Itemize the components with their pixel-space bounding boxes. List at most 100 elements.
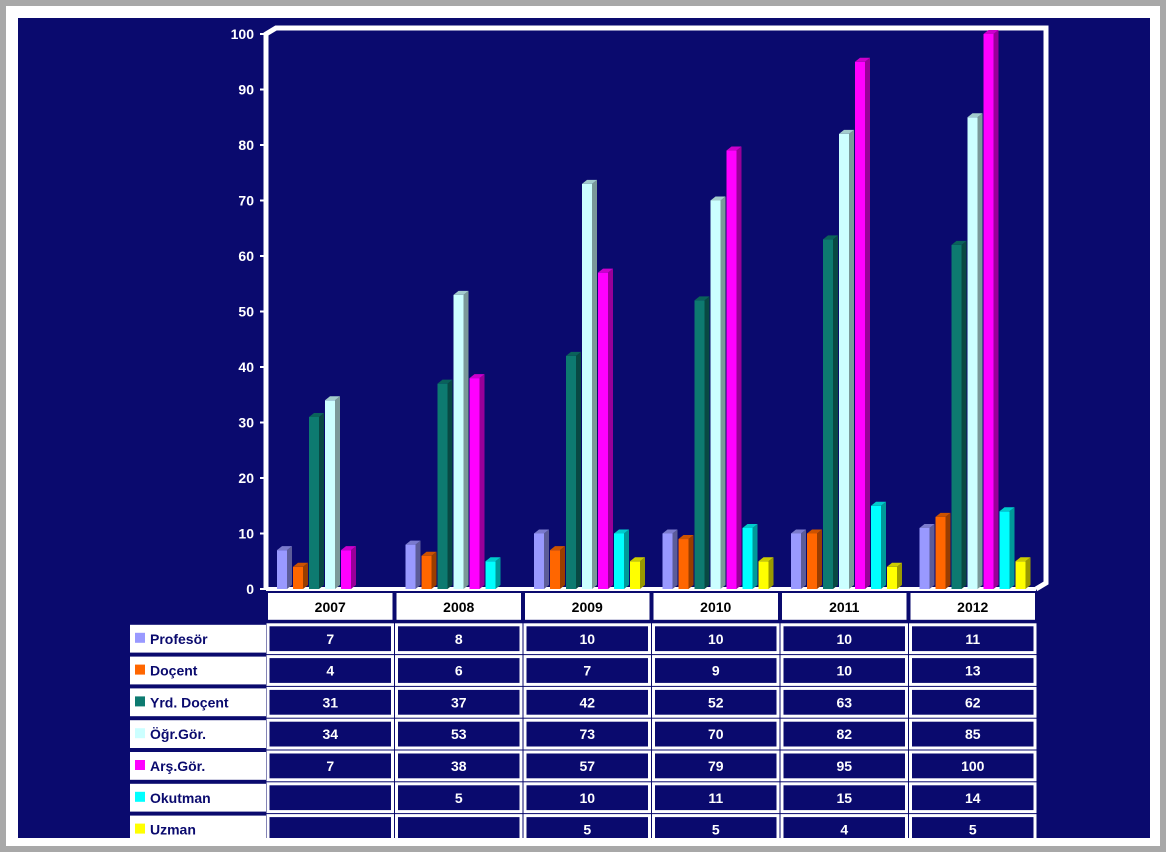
bar bbox=[437, 383, 448, 589]
table-cell bbox=[780, 718, 908, 750]
bar-top bbox=[839, 129, 854, 134]
bar-side bbox=[961, 240, 967, 589]
bar bbox=[935, 516, 946, 589]
bar bbox=[839, 133, 849, 589]
y-tick-label: 0 bbox=[246, 581, 254, 597]
table-header-label: 2007 bbox=[315, 599, 346, 615]
bar-top bbox=[662, 529, 678, 534]
legend-cell bbox=[130, 624, 266, 653]
bar bbox=[742, 527, 753, 589]
bar bbox=[309, 416, 319, 589]
table-value: 10 bbox=[579, 631, 595, 647]
table-value: 10 bbox=[836, 631, 852, 647]
bar-top bbox=[405, 540, 421, 545]
table-cell bbox=[909, 623, 1037, 655]
bar-top bbox=[694, 296, 710, 301]
table-cell bbox=[266, 750, 394, 782]
table-value: 100 bbox=[961, 758, 985, 774]
table-cell bbox=[652, 686, 780, 718]
bar-side bbox=[736, 146, 742, 590]
table-cell bbox=[523, 655, 651, 686]
bar bbox=[277, 550, 287, 589]
table-cell bbox=[523, 686, 651, 718]
bar-top bbox=[935, 512, 951, 517]
table-cell bbox=[395, 750, 523, 782]
legend-swatch bbox=[135, 632, 145, 643]
bar-side bbox=[319, 412, 324, 589]
table-value: 4 bbox=[840, 822, 848, 838]
bar-top bbox=[967, 113, 983, 118]
table-header-cell bbox=[653, 593, 778, 620]
bar-top bbox=[550, 546, 565, 551]
bar-side bbox=[688, 535, 694, 589]
table-header-label: 2010 bbox=[700, 599, 731, 615]
bar bbox=[887, 566, 897, 589]
table-cell bbox=[909, 782, 1037, 814]
bar-side bbox=[945, 512, 951, 589]
y-tick-label: 60 bbox=[238, 248, 254, 264]
bar bbox=[566, 355, 576, 589]
bar-side bbox=[1009, 507, 1015, 589]
table-cell bbox=[780, 655, 908, 686]
bar-top bbox=[293, 562, 308, 567]
bar-top bbox=[951, 240, 967, 245]
bar-top bbox=[758, 557, 774, 562]
table-value: 62 bbox=[965, 694, 981, 710]
bar bbox=[726, 150, 737, 590]
bar bbox=[791, 533, 801, 589]
table-cell bbox=[395, 718, 523, 750]
bar bbox=[807, 533, 817, 589]
bar-top bbox=[469, 374, 485, 379]
bar-side bbox=[993, 30, 999, 589]
bar bbox=[293, 566, 303, 589]
bar-top bbox=[983, 30, 999, 34]
table-header-label: 2011 bbox=[829, 599, 860, 615]
table-cell bbox=[652, 750, 780, 782]
legend-label: Arş.Gör. bbox=[150, 758, 205, 774]
table-cell bbox=[523, 782, 651, 814]
bar bbox=[871, 505, 881, 589]
table-header-cell bbox=[525, 593, 650, 620]
bar-side bbox=[833, 235, 838, 589]
table-cell bbox=[909, 655, 1037, 686]
bar-side bbox=[801, 529, 806, 589]
table-value: 53 bbox=[451, 726, 467, 742]
table-value: 5 bbox=[712, 822, 720, 838]
bar-side bbox=[640, 557, 645, 589]
bar-top bbox=[1015, 557, 1031, 562]
y-tick-label: 50 bbox=[238, 304, 254, 320]
table-cell bbox=[909, 686, 1037, 718]
bar bbox=[582, 183, 592, 589]
legend-cell bbox=[130, 688, 266, 717]
bar-top bbox=[309, 412, 324, 417]
legend-swatch bbox=[135, 664, 145, 675]
bar-top bbox=[582, 179, 597, 184]
bar bbox=[710, 200, 721, 589]
bar bbox=[823, 239, 833, 589]
legend-swatch bbox=[135, 791, 145, 802]
table-value: 70 bbox=[708, 726, 724, 742]
y-tick-label: 30 bbox=[238, 415, 254, 431]
bar-top bbox=[999, 507, 1015, 512]
table-header-cell bbox=[910, 593, 1035, 620]
bar-top bbox=[534, 529, 549, 534]
bar-side bbox=[752, 523, 758, 589]
table-value: 52 bbox=[708, 694, 724, 710]
table-cell bbox=[266, 655, 394, 686]
table-value: 10 bbox=[836, 663, 852, 679]
table-cell bbox=[395, 686, 523, 718]
bar-top bbox=[742, 523, 758, 528]
bar bbox=[951, 244, 962, 589]
table-value: 7 bbox=[326, 758, 334, 774]
table-value: 10 bbox=[579, 790, 595, 806]
table-cell bbox=[909, 750, 1037, 782]
bar-top bbox=[325, 396, 340, 401]
table-cell bbox=[652, 782, 780, 814]
table-header-label: 2008 bbox=[443, 599, 474, 615]
table-value: 14 bbox=[965, 790, 981, 806]
bar-top bbox=[791, 529, 806, 534]
table-header-label: 2012 bbox=[957, 599, 988, 615]
bar bbox=[405, 544, 416, 589]
bar bbox=[694, 300, 705, 589]
bar-top bbox=[566, 351, 581, 356]
